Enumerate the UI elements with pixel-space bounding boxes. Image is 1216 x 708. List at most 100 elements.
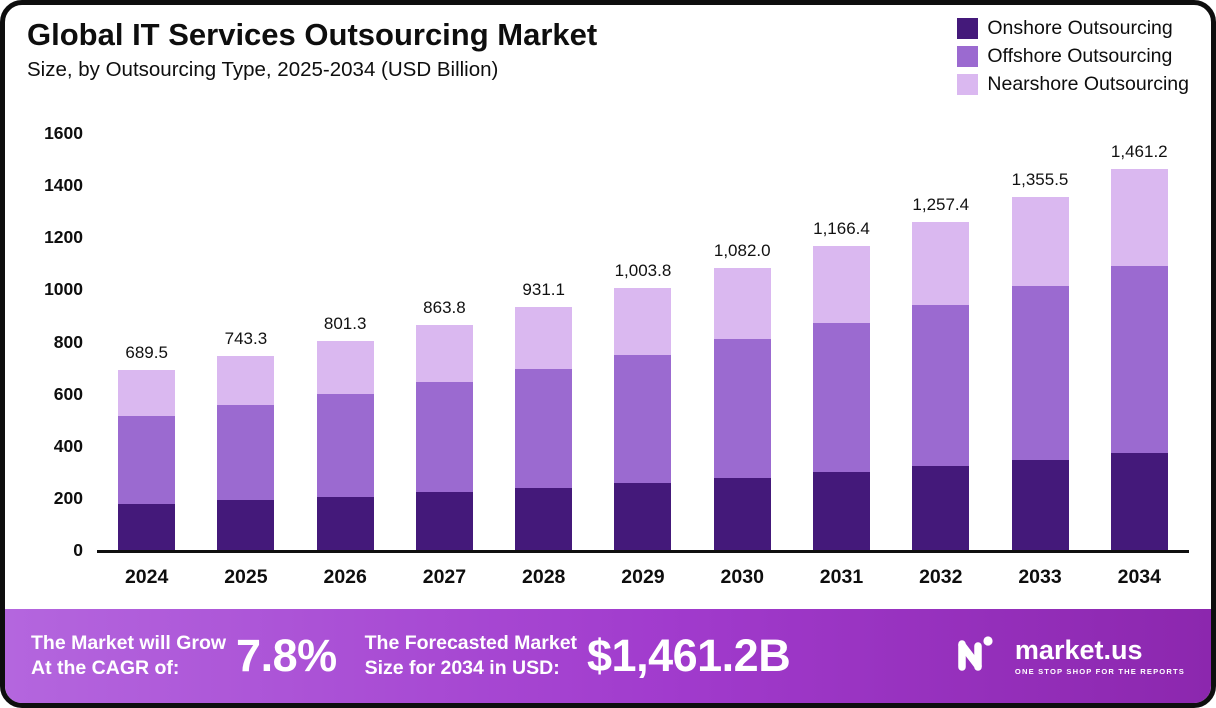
bar-segment xyxy=(713,339,771,478)
x-axis-label: 2025 xyxy=(224,566,268,588)
bar-segment xyxy=(515,307,573,369)
bar-total-label: 931.1 xyxy=(522,280,565,300)
bar-group: 743.3 2025 xyxy=(196,133,295,588)
footer-banner: The Market will Grow At the CAGR of: 7.8… xyxy=(5,609,1211,703)
x-axis-label: 2031 xyxy=(819,566,864,588)
bar-segment xyxy=(1110,265,1168,453)
bar-segment xyxy=(713,268,771,340)
bar-segment xyxy=(614,288,672,355)
bar-segment xyxy=(316,341,374,395)
y-tick-label: 400 xyxy=(53,435,83,456)
bar-total-label: 689.5 xyxy=(125,343,168,363)
bar-segment xyxy=(217,405,275,501)
bar-segment xyxy=(912,305,970,467)
bar-total-label: 801.3 xyxy=(323,314,367,334)
bar-group: 863.8 2027 xyxy=(395,133,494,588)
bar-stack xyxy=(1011,196,1069,550)
bar-segment xyxy=(713,477,771,550)
bar-segment xyxy=(415,492,473,550)
forecast-label-line1: The Forecasted Market xyxy=(364,632,578,655)
bar-total-label: 1,355.5 xyxy=(1011,169,1069,189)
bar-segment xyxy=(515,368,573,488)
bar-stack xyxy=(316,341,374,550)
bar-total-label: 863.8 xyxy=(423,297,466,317)
forecast-label: The Forecasted Market Size for 2034 in U… xyxy=(365,631,577,681)
y-tick-label: 1200 xyxy=(44,227,83,248)
bar-total-label: 1,082.0 xyxy=(713,241,771,261)
bar-segment xyxy=(912,222,970,306)
bar-group: 1,355.5 2033 xyxy=(990,133,1089,588)
x-axis-label: 2026 xyxy=(323,566,367,588)
chart-header: Global IT Services Outsourcing Market Si… xyxy=(27,17,597,82)
bar-group: 931.1 2028 xyxy=(494,133,593,588)
plot-area: 689.5 2024 743.3 2025 801.3 2026 863.8 2027 931.… xyxy=(97,133,1189,588)
bar-total-label: 1,166.4 xyxy=(813,219,870,239)
x-axis-label: 2024 xyxy=(124,566,169,588)
brand-name: market.us xyxy=(1014,634,1143,665)
y-tick-label: 1400 xyxy=(44,175,83,196)
bar-segment xyxy=(118,504,176,550)
brand-text: market.us ONE STOP SHOP FOR THE REPORTS xyxy=(1014,634,1185,676)
x-axis-label: 2030 xyxy=(720,566,764,588)
bar-stack xyxy=(415,324,473,550)
forecast-value: $1,461.2B xyxy=(587,630,791,681)
bar-total-label: 1,003.8 xyxy=(614,261,672,281)
bar-group: 689.5 2024 xyxy=(97,133,196,588)
bar-group: 1,082.0 2030 xyxy=(693,133,792,588)
bar-segment xyxy=(1011,286,1069,460)
y-tick-label: 1000 xyxy=(44,279,83,300)
bar-segment xyxy=(316,394,374,497)
bar-stack xyxy=(118,370,176,550)
brand: market.us ONE STOP SHOP FOR THE REPORTS xyxy=(954,633,1185,680)
bar-group: 1,257.4 2032 xyxy=(891,133,990,588)
bar-segment xyxy=(912,466,970,550)
bar-stack xyxy=(713,268,771,550)
marketus-logo-icon xyxy=(954,633,1006,680)
bar-stack xyxy=(614,288,672,550)
bar-stack xyxy=(912,222,970,550)
bar-segment xyxy=(614,483,672,550)
chart-subtitle: Size, by Outsourcing Type, 2025-2034 (US… xyxy=(27,58,499,81)
legend-label-offshore: Offshore Outsourcing xyxy=(987,45,1173,67)
legend-swatch-offshore xyxy=(957,46,979,67)
y-axis: 0 200 400 600 800 1000 1200 1400 1600 xyxy=(17,123,83,560)
legend-label-onshore: Onshore Outsourcing xyxy=(987,17,1173,39)
cagr-label: The Market will Grow At the CAGR of: xyxy=(31,631,226,681)
bar-segment xyxy=(118,415,176,505)
bar-stack xyxy=(1110,169,1168,550)
brand-tagline: ONE STOP SHOP FOR THE REPORTS xyxy=(1014,666,1185,676)
bar-stack xyxy=(217,356,275,550)
bar-segment xyxy=(1110,452,1168,550)
legend-item-nearshore: Nearshore Outsourcing xyxy=(957,73,1189,96)
bar-group: 1,003.8 2029 xyxy=(593,133,692,588)
forecast-label-line2: Size for 2034 in USD: xyxy=(364,657,560,679)
y-tick-label: 800 xyxy=(53,331,83,352)
bar-total-label: 743.3 xyxy=(224,329,268,349)
legend-swatch-nearshore xyxy=(957,74,979,95)
bar-group: 1,461.2 2034 xyxy=(1090,133,1189,588)
bar-stack xyxy=(515,307,573,550)
bar-segment xyxy=(217,500,275,550)
bar-group: 1,166.4 2031 xyxy=(792,133,891,588)
x-axis-label: 2033 xyxy=(1018,566,1062,588)
x-axis-label: 2034 xyxy=(1117,566,1161,588)
x-axis-label: 2028 xyxy=(522,566,566,588)
bar-group: 801.3 2026 xyxy=(296,133,395,588)
bar-segment xyxy=(415,324,473,382)
bar-segment xyxy=(515,487,573,550)
bar-segment xyxy=(1011,459,1069,550)
y-tick-label: 1600 xyxy=(44,123,83,143)
legend-label-nearshore: Nearshore Outsourcing xyxy=(987,73,1189,95)
bar-segment xyxy=(415,381,473,493)
bar-segment xyxy=(614,354,672,484)
bar-total-label: 1,461.2 xyxy=(1110,142,1168,162)
bar-segment xyxy=(1011,196,1069,287)
bar-segment xyxy=(812,472,870,550)
x-axis-label: 2032 xyxy=(919,566,963,588)
legend-swatch-onshore xyxy=(957,18,979,39)
bar-total-label: 1,257.4 xyxy=(912,195,970,215)
bar-segment xyxy=(316,496,374,550)
legend-item-onshore: Onshore Outsourcing xyxy=(957,17,1189,40)
y-tick-label: 600 xyxy=(53,383,83,404)
